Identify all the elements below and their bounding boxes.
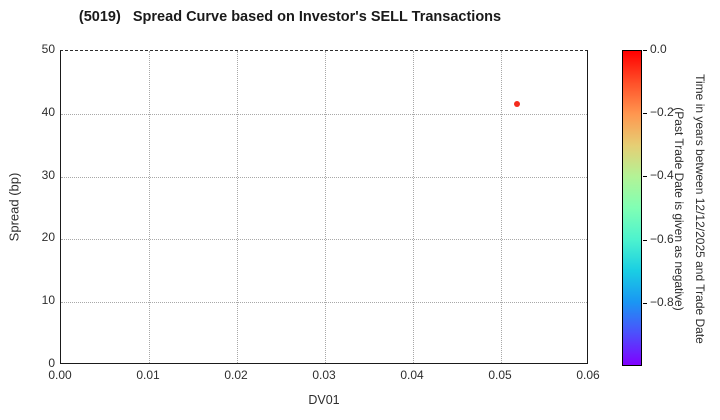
x-tick-label: 0.03	[312, 368, 336, 382]
x-tick-label: 0.01	[136, 368, 160, 382]
chart-title: (5019) Spread Curve based on Investor's …	[78, 9, 502, 25]
colorbar	[622, 50, 642, 366]
grid-line-horizontal	[61, 113, 587, 115]
colorbar-tick-label: −0.2	[650, 105, 674, 120]
x-tick-label: 0.02	[224, 368, 248, 382]
grid-line-vertical	[149, 51, 150, 363]
colorbar-tick	[643, 50, 647, 51]
x-axis-label: DV01	[308, 393, 340, 407]
colorbar-tick	[643, 239, 647, 241]
colorbar-tick-label: −0.6	[650, 231, 674, 246]
colorbar-tick-label: −0.4	[650, 168, 674, 183]
colorbar-tick	[643, 176, 647, 178]
y-tick-label: 30	[41, 167, 55, 182]
x-tick-label: 0.04	[400, 368, 424, 382]
grid-line-vertical	[413, 51, 414, 363]
colorbar-tick	[643, 302, 647, 304]
y-tick-label: 0	[48, 356, 55, 370]
x-tick-label: 0.06	[576, 368, 600, 382]
colorbar-tick-label: 0.0	[650, 42, 667, 56]
data-point	[513, 101, 520, 108]
grid-line-vertical	[325, 51, 326, 363]
colorbar-tick-label: −0.8	[650, 294, 674, 309]
y-tick-label: 20	[41, 230, 55, 245]
grid-line-horizontal	[61, 176, 587, 178]
plot-area	[60, 50, 588, 364]
colorbar-label: Time in years between 12/12/2025 and Tra…	[668, 74, 710, 344]
colorbar-tick	[643, 113, 647, 115]
y-tick-label: 50	[41, 42, 55, 56]
y-tick-label: 10	[41, 293, 55, 308]
grid-line-horizontal	[61, 239, 587, 241]
grid-line-vertical	[501, 51, 502, 363]
grid-line-vertical	[237, 51, 238, 363]
x-tick-label: 0.05	[488, 368, 512, 382]
colorbar-label-line1: Time in years between 12/12/2025 and Tra…	[693, 74, 707, 344]
x-tick-label: 0.00	[48, 368, 72, 382]
grid-line-horizontal	[61, 302, 587, 304]
y-tick-label: 40	[41, 104, 55, 119]
